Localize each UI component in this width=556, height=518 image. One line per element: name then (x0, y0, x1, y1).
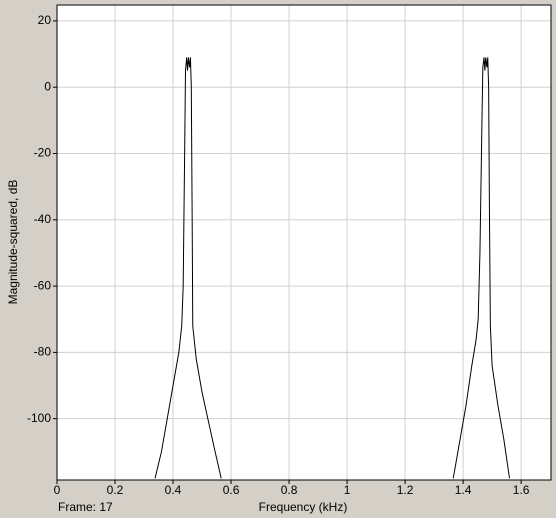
x-axis-label: Frequency (kHz) (259, 500, 348, 514)
plot-area (57, 5, 551, 480)
x-tick-label: 1.4 (455, 483, 472, 497)
x-tick-label: 1.6 (513, 483, 530, 497)
x-tick-label: 0.4 (165, 483, 182, 497)
x-tick-label: 1 (344, 483, 351, 497)
y-tick-label: 20 (38, 13, 52, 27)
frame-label: Frame: 17 (58, 500, 113, 514)
y-axis-label: Magnitude-squared, dB (6, 180, 20, 305)
y-tick-label: -40 (34, 212, 52, 226)
y-tick-label: 0 (44, 79, 51, 93)
x-tick-label: 0.6 (223, 483, 240, 497)
y-tick-label: -100 (27, 411, 51, 425)
spectrum-line (154, 57, 511, 479)
plot-border (56, 4, 552, 481)
x-tick-label: 0.2 (107, 483, 124, 497)
y-tick-label: -20 (34, 146, 52, 160)
x-tick-label: 0.8 (281, 483, 298, 497)
x-tick-label: 0 (54, 483, 61, 497)
x-tick-label: 1.2 (397, 483, 414, 497)
y-tick-label: -60 (34, 278, 52, 292)
y-tick-label: -80 (34, 345, 52, 359)
